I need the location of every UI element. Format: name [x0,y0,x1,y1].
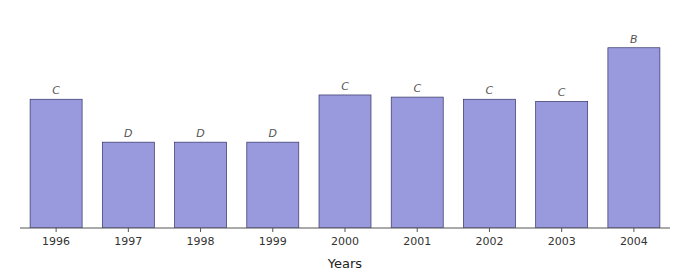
data-label: D [124,127,132,140]
x-tick [128,228,129,232]
x-tick-label: 2000 [331,235,359,248]
bar [536,101,588,228]
bar [30,99,82,228]
chart: C D D D C C C C B 1996 1997 1998 1999 2000 2001 2002 200… [0,0,682,280]
data-label: D [196,127,204,140]
bar [391,97,443,228]
x-tick-label: 2001 [403,235,431,248]
x-tick-label: 1999 [259,235,287,248]
x-tick [200,228,201,232]
bar [247,142,299,228]
x-tick [345,228,346,232]
bar [102,142,154,228]
x-tick [56,228,57,232]
data-label: B [630,33,638,46]
x-tick [561,228,562,232]
x-tick-label: 2002 [475,235,503,248]
data-label: D [269,127,277,140]
data-label: C [558,86,566,99]
x-tick-label: 2003 [548,235,576,248]
bar [319,95,371,228]
bars [30,48,660,228]
x-tick [272,228,273,232]
x-axis-label: Years [327,256,363,271]
bar [608,48,660,228]
x-tick-label: 1998 [187,235,215,248]
x-tick [417,228,418,232]
data-label: C [486,84,494,97]
x-tick-label: 1997 [114,235,142,248]
data-label: C [341,80,349,93]
data-label: C [52,84,60,97]
bar [175,142,227,228]
x-tick [489,228,490,232]
data-label: C [413,82,421,95]
x-tick-label: 2004 [620,235,648,248]
bar [463,99,515,228]
x-tick-label: 1996 [42,235,70,248]
x-tick [633,228,634,232]
